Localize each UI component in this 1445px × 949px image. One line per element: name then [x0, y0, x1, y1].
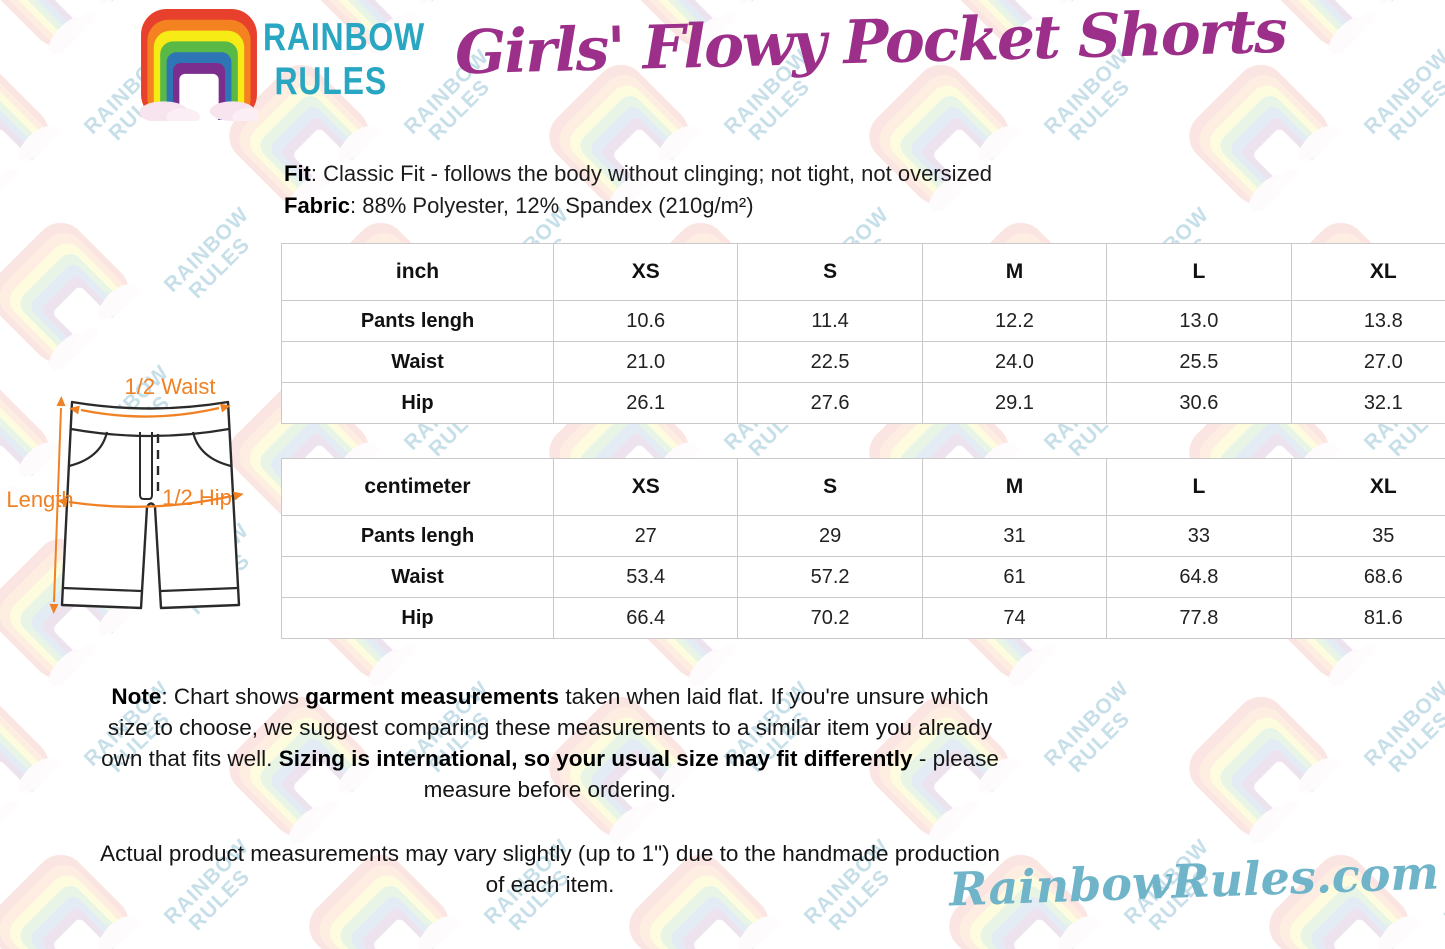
shorts-pocket-right [191, 431, 232, 468]
shorts-waistband-line [70, 427, 230, 438]
measurement-arrows [49, 396, 244, 614]
text-segment: - please measure before ordering. [423, 746, 999, 802]
measurement-value-cell: 57.2 [737, 556, 923, 598]
half-waist-label: 1/2 Waist [125, 374, 216, 399]
measurement-label-cell: Pants lengh [281, 515, 554, 557]
text-segment: Note [111, 684, 162, 709]
page-title: Girls' Flowy Pocket Shorts [454, 0, 1287, 89]
shorts-outline [60, 400, 241, 610]
length-label: Length [6, 487, 73, 512]
text-segment: Fit [284, 161, 311, 186]
website-text: RainbowRules.com [948, 845, 1440, 917]
measurement-value-cell: 70.2 [737, 597, 923, 639]
measurement-label-cell: Hip [281, 382, 554, 424]
fit-line: Fit: Classic Fit - follows the body with… [284, 158, 992, 190]
size-table-row: Waist 53.4 57.2 61 64.8 68.6 [281, 556, 1445, 598]
disclaimer-text: Actual product measurements may vary sli… [100, 841, 1000, 897]
size-header-cell: XL [1290, 458, 1445, 516]
measurement-value-cell: 68.6 [1290, 556, 1445, 598]
shorts-fly-line [139, 432, 153, 500]
measurement-value-cell: 25.5 [1106, 341, 1292, 383]
size-chart-table-inch: inch XS S M L XL Pants lengh 10.6 11.4 12.2 13.0 13… [281, 243, 1445, 424]
rainbow-logo-icon [140, 8, 258, 121]
measurement-value-cell: 27.0 [1290, 341, 1445, 383]
measurement-value-cell: 61 [921, 556, 1108, 598]
size-header-cell: S [737, 243, 923, 301]
measurement-value-cell: 66.4 [552, 597, 739, 639]
measurement-value-cell: 81.6 [1290, 597, 1445, 639]
measurement-value-cell: 30.6 [1106, 382, 1292, 424]
measurement-value-cell: 11.4 [737, 300, 923, 342]
measurement-value-cell: 22.5 [737, 341, 923, 383]
size-table-row: Hip 26.1 27.6 29.1 30.6 32.1 [281, 382, 1445, 424]
size-header-cell: XL [1290, 243, 1445, 301]
shorts-hem-right [160, 586, 239, 593]
shorts-measurement-diagram: 1/2 Waist Length 1/2 Hip [6, 374, 244, 614]
size-chart-table-centimeter: centimeter XS S M L XL Pants lengh 27 29 31 33 35 Wa… [281, 458, 1445, 639]
size-header-cell: XS [552, 243, 739, 301]
size-table-row: Pants lengh 10.6 11.4 12.2 13.0 13.8 [281, 300, 1445, 342]
logo-text-line2: RULES [274, 59, 387, 103]
size-header-cell: S [737, 458, 923, 516]
measurement-label-cell: Waist [281, 341, 554, 383]
text-segment: : Chart shows [161, 684, 306, 709]
measurement-label-cell: Hip [281, 597, 554, 639]
size-header-cell: L [1106, 243, 1292, 301]
product-info: Fit: Classic Fit - follows the body with… [284, 158, 992, 222]
measurement-value-cell: 33 [1106, 515, 1292, 557]
text-segment: garment measurements [305, 684, 560, 709]
brand-logo-text: RAINBOW RULES [263, 16, 425, 103]
size-table-row: Pants lengh 27 29 31 33 35 [281, 515, 1445, 557]
measurement-label-cell: Waist [281, 556, 554, 598]
measurement-value-cell: 21.0 [552, 341, 739, 383]
measurement-label-cell: Pants lengh [281, 300, 554, 342]
size-table-header-row: inch XS S M L XL [281, 243, 1445, 301]
size-header-cell: M [921, 458, 1108, 516]
size-table-row: Waist 21.0 22.5 24.0 25.5 27.0 [281, 341, 1445, 383]
text-segment: : 88% Polyester, 12% Spandex (210g/m²) [350, 193, 754, 218]
logo-text-line1: RAINBOW [263, 16, 426, 59]
shorts-pocket-left [68, 431, 109, 468]
text-segment: Sizing is international, so your usual s… [278, 746, 913, 771]
measurement-value-cell: 29 [737, 515, 923, 557]
text-segment: taken when laid flat. If you're unsure w… [101, 684, 993, 771]
measurement-value-cell: 31 [921, 515, 1108, 557]
size-table-row: Hip 66.4 70.2 74 77.8 81.6 [281, 597, 1445, 639]
measurement-value-cell: 13.0 [1106, 300, 1292, 342]
measurement-value-cell: 29.1 [921, 382, 1108, 424]
measurement-value-cell: 27 [552, 515, 739, 557]
fabric-line: Fabric: 88% Polyester, 12% Spandex (210g… [284, 190, 992, 222]
measurement-value-cell: 13.8 [1290, 300, 1445, 342]
half-hip-label: 1/2 Hip [162, 485, 232, 510]
measurement-value-cell: 24.0 [921, 341, 1108, 383]
measurement-value-cell: 26.1 [552, 382, 739, 424]
measurement-value-cell: 10.6 [552, 300, 739, 342]
unit-header-cell: inch [281, 243, 554, 301]
size-header-cell: M [921, 243, 1108, 301]
measurement-value-cell: 64.8 [1106, 556, 1292, 598]
unit-header-cell: centimeter [281, 458, 554, 516]
size-header-cell: L [1106, 458, 1292, 516]
measurement-value-cell: 35 [1290, 515, 1445, 557]
size-header-cell: XS [552, 458, 739, 516]
measurement-value-cell: 74 [921, 597, 1108, 639]
measurement-value-cell: 77.8 [1106, 597, 1292, 639]
text-segment: Fabric [284, 193, 351, 218]
size-table-header-row: centimeter XS S M L XL [281, 458, 1445, 516]
measurement-value-cell: 32.1 [1290, 382, 1445, 424]
shorts-hem-left [62, 586, 142, 593]
measurement-value-cell: 12.2 [921, 300, 1108, 342]
measurement-value-cell: 53.4 [552, 556, 739, 598]
note-text: Note: Chart shows garment measurements t… [100, 681, 1000, 805]
text-segment: : Classic Fit - follows the body without… [310, 161, 992, 186]
measurement-value-cell: 27.6 [737, 382, 923, 424]
